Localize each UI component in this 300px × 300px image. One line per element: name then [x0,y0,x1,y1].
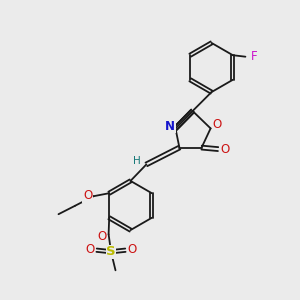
Text: S: S [106,245,116,258]
Text: O: O [128,243,136,256]
Text: O: O [213,118,222,131]
Text: F: F [250,50,257,63]
Text: O: O [220,142,229,156]
Text: O: O [98,230,106,243]
Text: N: N [165,119,175,133]
Text: O: O [85,243,94,256]
Text: H: H [133,156,141,166]
Text: O: O [83,189,92,202]
